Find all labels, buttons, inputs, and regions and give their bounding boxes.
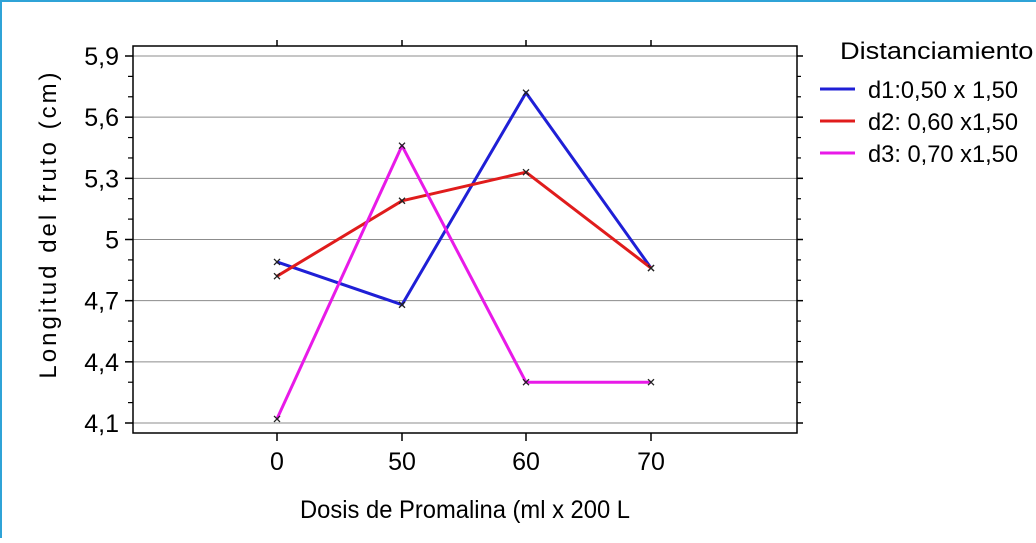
y-tick-label: 5,6 xyxy=(84,104,119,132)
series-line-d3 xyxy=(275,144,651,420)
tick-labels: 5,9 5,6 5,3 5 4,7 4,4 4,1 0 50 60 70 xyxy=(84,43,665,476)
data-point-marker xyxy=(273,258,281,266)
y-tick-label: 4,4 xyxy=(84,349,119,377)
y-tick-label: 4,7 xyxy=(84,288,119,316)
x-tick-label: 50 xyxy=(388,448,416,476)
data-point-marker xyxy=(398,301,406,309)
legend: Distanciamiento ( d1:0,50 x 1,50 d2: 0,60… xyxy=(820,38,1036,168)
data-point-marker xyxy=(647,264,655,272)
y-axis-label: Longitud del fruto (cm) xyxy=(35,69,62,378)
data-point-marker xyxy=(273,415,281,423)
x-tick-label: 60 xyxy=(512,448,540,476)
legend-label-d1: d1:0,50 x 1,50 xyxy=(868,77,1018,104)
y-tick-label: 5 xyxy=(105,227,119,255)
grid-lines xyxy=(133,55,797,424)
data-point-marker xyxy=(273,272,281,280)
data-point-marker xyxy=(398,197,406,205)
x-tick-label: 0 xyxy=(270,448,284,476)
series-lines xyxy=(273,89,655,423)
y-tick-label: 5,9 xyxy=(84,43,119,71)
data-point-marker xyxy=(522,89,530,97)
legend-label-d3: d3: 0,70 x1,50 xyxy=(868,141,1018,168)
legend-title: Distanciamiento ( xyxy=(840,38,1036,65)
x-tick-label: 70 xyxy=(637,448,665,476)
data-point-marker xyxy=(522,378,530,386)
y-tick-label: 5,3 xyxy=(84,165,119,193)
data-point-marker xyxy=(398,142,406,150)
data-point-marker xyxy=(647,378,655,386)
axis-ticks xyxy=(125,40,803,441)
x-axis-label: Dosis de Promalina (ml x 200 L xyxy=(300,496,630,524)
series-line-d2 xyxy=(276,170,652,278)
data-point-marker xyxy=(522,168,530,176)
legend-label-d2: d2: 0,60 x1,50 xyxy=(868,109,1018,136)
y-tick-label: 4,1 xyxy=(84,410,119,438)
